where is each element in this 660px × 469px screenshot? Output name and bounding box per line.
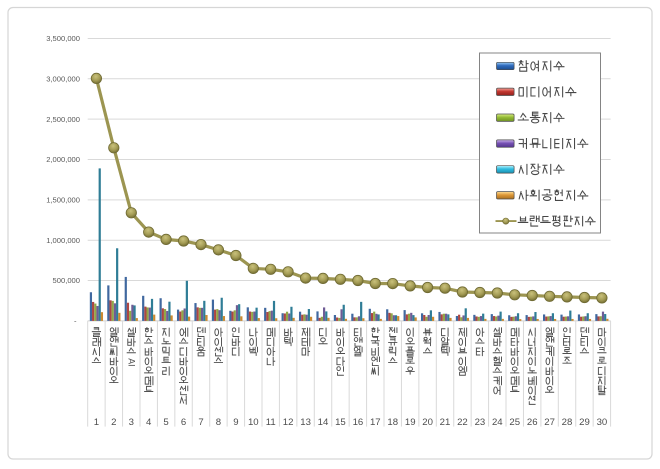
svg-text:AI: AI xyxy=(126,358,136,366)
svg-text:29: 29 xyxy=(579,417,590,428)
svg-text:9: 9 xyxy=(233,417,238,428)
svg-text:20: 20 xyxy=(422,417,433,428)
svg-text:6: 6 xyxy=(181,417,186,428)
svg-text:2,000,000: 2,000,000 xyxy=(46,155,80,164)
svg-text:25: 25 xyxy=(509,417,520,428)
svg-text:3,000,000: 3,000,000 xyxy=(46,74,80,83)
svg-text:30: 30 xyxy=(597,417,608,428)
svg-text:2: 2 xyxy=(111,417,116,428)
svg-text:16: 16 xyxy=(353,417,364,428)
svg-text:2,500,000: 2,500,000 xyxy=(46,115,80,124)
svg-text:11: 11 xyxy=(266,417,276,428)
svg-text:8: 8 xyxy=(216,417,221,428)
svg-text:10: 10 xyxy=(248,417,259,428)
svg-text:500,000: 500,000 xyxy=(53,276,80,285)
svg-text:15: 15 xyxy=(335,417,346,428)
svg-text:22: 22 xyxy=(457,417,468,428)
svg-text:3: 3 xyxy=(129,417,134,428)
svg-text:7: 7 xyxy=(198,417,203,428)
svg-text:12: 12 xyxy=(283,417,294,428)
svg-text:24: 24 xyxy=(492,417,503,428)
svg-text:18: 18 xyxy=(387,417,398,428)
svg-text:5: 5 xyxy=(163,417,168,428)
svg-text:19: 19 xyxy=(405,417,416,428)
svg-text:17: 17 xyxy=(370,417,381,428)
svg-text:1: 1 xyxy=(94,417,99,428)
svg-text:13: 13 xyxy=(300,417,311,428)
svg-text:26: 26 xyxy=(527,417,538,428)
svg-text:1,500,000: 1,500,000 xyxy=(46,195,80,204)
svg-text:1,000,000: 1,000,000 xyxy=(46,236,80,245)
svg-text:27: 27 xyxy=(544,417,555,428)
svg-text:28: 28 xyxy=(562,417,573,428)
svg-text:14: 14 xyxy=(318,417,329,428)
svg-text:3,500,000: 3,500,000 xyxy=(46,34,80,43)
svg-text:4: 4 xyxy=(146,417,152,428)
svg-text:23: 23 xyxy=(475,417,486,428)
svg-text:-: - xyxy=(74,317,77,326)
svg-text:21: 21 xyxy=(440,417,451,428)
